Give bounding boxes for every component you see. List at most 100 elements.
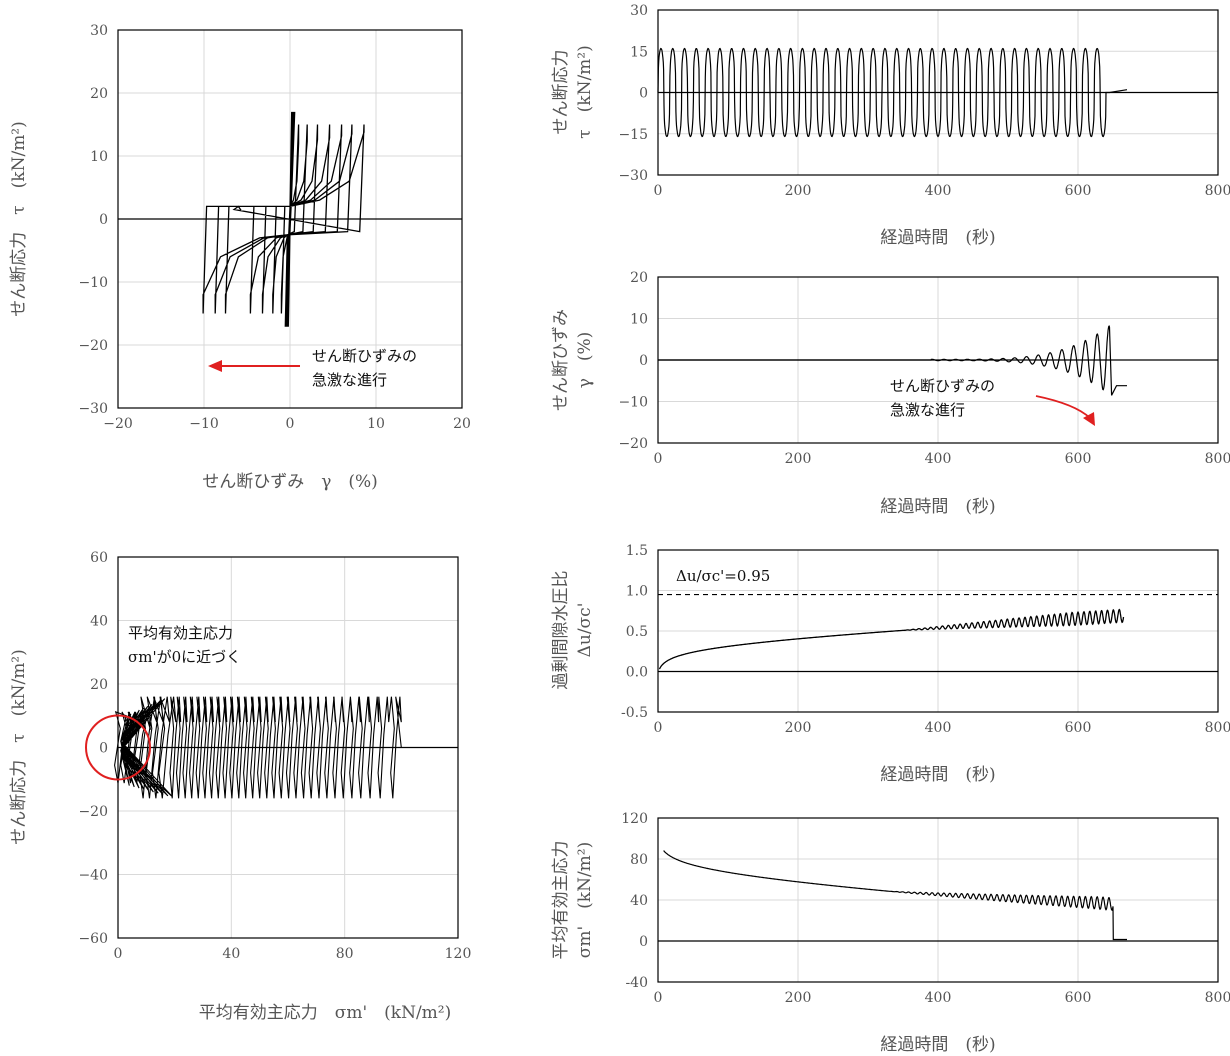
pore_pressure-xtick-label: 200 [785, 720, 812, 736]
stress_path-ytick-label: 0 [99, 741, 108, 757]
strain_time-ytick-label: 20 [630, 270, 648, 286]
mean_stress-ytick-label: 80 [630, 852, 648, 868]
stress_time-ytick-label: 0 [639, 86, 648, 102]
hysteresis-plot-frame [117, 29, 463, 409]
strain_time-chart: 0 200 400 600 800 20 10 0 −10 −20 経過時間 (秒) せん断ひずみ γ … [551, 270, 1230, 517]
stress_path-ytick-label: −20 [78, 804, 108, 820]
stress_path-plot-frame [117, 556, 459, 939]
strain_time-xtick-label: 0 [654, 451, 663, 467]
mean_stress-xtick-label: 0 [654, 990, 663, 1006]
hysteresis-ytick-label: −10 [78, 275, 108, 291]
mean_stress-ytick-label: -40 [625, 975, 648, 991]
hysteresis-xtick-label: 10 [367, 416, 385, 432]
strain-time-annotation-arrow [1035, 395, 1091, 419]
strain-time-annotation-text: せん断ひずみの [890, 377, 995, 395]
stress_time-xtick-label: 600 [1065, 183, 1092, 199]
stress-path-series-line [114, 696, 402, 799]
hysteresis-annotation-text: 急激な進行 [312, 371, 387, 389]
hysteresis-ytick-label: 20 [90, 86, 108, 102]
hysteresis-annotation-text: せん断ひずみの [312, 347, 417, 365]
stress_path-ytick-label: 20 [90, 677, 108, 693]
strain_time-xtick-label: 800 [1205, 451, 1230, 467]
hysteresis-xtick-label: −10 [189, 416, 219, 432]
stress_time-ytick-label: 15 [630, 44, 648, 60]
stress_path-ytick-label: −40 [78, 868, 108, 884]
hysteresis-ytick-label: 10 [90, 149, 108, 165]
pore_pressure-ytick-label: 0.5 [626, 624, 648, 640]
hysteresis-annotation-arrowhead [208, 360, 222, 372]
strain_time-ytick-label: −20 [618, 436, 648, 452]
pore_pressure-chart: 0 200 400 600 800 1.5 1.0 0.5 0.0 -0.5 経過時間 (秒) 過剰間… [551, 543, 1230, 785]
stress-path-annotation-text: 平均有効主応力 [128, 624, 233, 642]
stress_time-ytick-label: −30 [618, 168, 648, 184]
hysteresis-xtick-label: 20 [453, 416, 471, 432]
mean_stress-ytick-label: 40 [630, 893, 648, 909]
mean_stress-xtick-label: 800 [1205, 990, 1230, 1006]
stress-path-annotation-text: σm'が0に近づく [128, 648, 241, 666]
stress_path-ytick-label: −60 [78, 931, 108, 947]
mean-stress-ylabel: σm' (kN/m²) [575, 842, 595, 959]
mean_stress-plot-frame [657, 817, 1219, 983]
stress_path-xtick-label: 40 [222, 946, 240, 962]
hysteresis-series-line [202, 111, 365, 327]
stress-time-ylabel: せん断応力 [551, 50, 571, 135]
stress_time-xtick-label: 200 [785, 183, 812, 199]
mean-stress-ylabel: 平均有効主応力 [551, 841, 571, 960]
stress-time-xlabel: 経過時間 (秒) [880, 228, 995, 248]
mean-stress-xlabel: 経過時間 (秒) [880, 1035, 995, 1055]
pore-pressure-ylabel: 過剰間隙水圧比 [551, 571, 571, 690]
stress_path-xtick-label: 80 [336, 946, 354, 962]
stress-path-ylabel: せん断応力 τ (kN/m²) [9, 649, 29, 845]
strain_time-xtick-label: 400 [925, 451, 952, 467]
pore_pressure-xtick-label: 0 [654, 720, 663, 736]
stress_path-xtick-label: 0 [114, 946, 123, 962]
hysteresis-ytick-label: 0 [99, 212, 108, 228]
stress_time-xtick-label: 0 [654, 183, 663, 199]
strain-time-ylabel: せん断ひずみ [551, 309, 571, 411]
mean_stress-xtick-label: 200 [785, 990, 812, 1006]
hysteresis-ylabel: せん断応力 τ (kN/m²) [9, 121, 29, 317]
stress-time-ylabel: τ (kN/m²) [575, 45, 595, 139]
hysteresis-xtick-label: −20 [103, 416, 133, 432]
hysteresis-xtick-label: 0 [286, 416, 295, 432]
stress_path-xtick-label: 120 [445, 946, 472, 962]
hysteresis-ytick-label: −20 [78, 338, 108, 354]
pore_pressure-xtick-label: 600 [1065, 720, 1092, 736]
stress_time-xtick-label: 800 [1205, 183, 1230, 199]
strain_time-xtick-label: 600 [1065, 451, 1092, 467]
stress-path-xlabel: 平均有効主応力 σm' (kN/m²) [199, 1003, 452, 1023]
pore_pressure-xtick-label: 400 [925, 720, 952, 736]
pore-pressure-ylabel: Δu/σc' [575, 603, 595, 658]
hysteresis-ytick-label: −30 [78, 401, 108, 417]
pore_pressure-ytick-label: 1.0 [626, 584, 648, 600]
pore_pressure-plot-frame [657, 549, 1219, 713]
mean_stress-ytick-label: 0 [639, 934, 648, 950]
mean_stress-ytick-label: 120 [621, 811, 648, 827]
hysteresis-ytick-label: 30 [90, 23, 108, 39]
stress_time-chart: 0 200 400 600 800 30 15 0 −15 −30 経過時間 (秒) せん断応力 τ (… [551, 3, 1230, 248]
strain_time-ytick-label: 10 [630, 312, 648, 328]
strain-time-annotation-text: 急激な進行 [890, 401, 965, 419]
strain-time-series-line [658, 325, 1127, 396]
pore-pressure-xlabel: 経過時間 (秒) [880, 765, 995, 785]
strain_time-ytick-label: 0 [639, 353, 648, 369]
hysteresis-xlabel: せん断ひずみ γ (%) [202, 472, 378, 492]
stress-time-series-line [657, 47, 1128, 138]
stress_time-xtick-label: 400 [925, 183, 952, 199]
pore_pressure-xtick-label: 800 [1205, 720, 1230, 736]
stress_time-ytick-label: 30 [630, 3, 648, 19]
mean-stress-series-line [663, 850, 1127, 941]
pore_pressure-ytick-label: 1.5 [626, 543, 648, 559]
strain_time-ytick-label: −10 [618, 395, 648, 411]
stress_path-ytick-label: 60 [90, 550, 108, 566]
stress_time-ytick-label: −15 [618, 127, 648, 143]
stress_path-chart: 0 40 80 120 60 40 20 0 −20 −40 −60 平均有効主応力 σm' (kN/… [9, 550, 471, 1023]
strain-time-xlabel: 経過時間 (秒) [880, 497, 995, 517]
pore_pressure-ytick-label: 0.0 [626, 665, 648, 681]
strain-time-ylabel: γ (%) [575, 332, 595, 389]
mean_stress-xtick-label: 400 [925, 990, 952, 1006]
strain_time-xtick-label: 200 [785, 451, 812, 467]
